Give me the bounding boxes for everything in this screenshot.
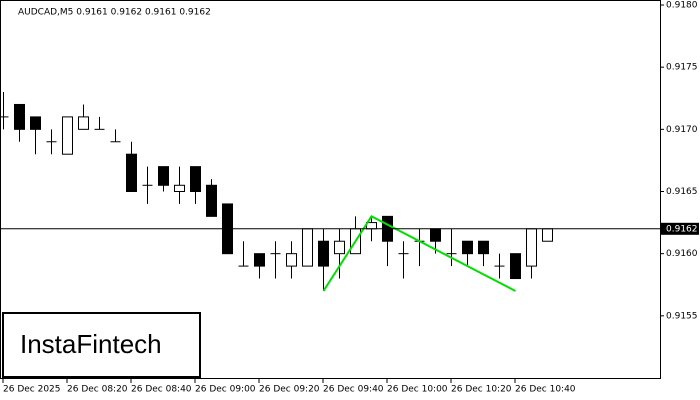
last-price-label: 0.9162 <box>666 224 698 234</box>
x-tick-label: 26 Dec 08:20 <box>67 385 128 395</box>
y-tick-label: 0.9180 <box>666 1 698 11</box>
candle-body <box>206 184 217 217</box>
candle-body <box>302 228 313 267</box>
x-tick-label: 26 Dec 08:40 <box>131 385 192 395</box>
x-tick-label: 26 Dec 09:00 <box>195 385 256 395</box>
x-tick-label: 26 Dec 09:40 <box>323 385 384 395</box>
y-tick-label: 0.9170 <box>666 125 698 135</box>
x-tick-label: 26 Dec 10:00 <box>387 385 448 395</box>
candle-body <box>14 103 25 130</box>
candle-body <box>430 228 441 242</box>
candle-body <box>190 166 201 192</box>
candle-body <box>478 240 489 255</box>
candle-body <box>126 153 137 192</box>
pattern-line <box>322 215 516 292</box>
logo-box <box>2 312 201 378</box>
chart-title: AUDCAD,M5 0.9161 0.9162 0.9161 0.9162 <box>18 8 211 18</box>
y-tick-label: 0.9175 <box>666 63 698 73</box>
y-tick-label: 0.9165 <box>666 187 698 197</box>
y-tick-label: 0.9155 <box>666 311 698 321</box>
last-price-box <box>661 222 699 235</box>
y-tick-label: 0.9160 <box>666 249 698 259</box>
candle-body <box>286 253 297 267</box>
candle-body <box>78 116 89 130</box>
candle-body <box>462 240 473 255</box>
candle-body <box>542 228 553 242</box>
watermark: InstaFintech <box>20 329 162 359</box>
x-tick-label: 26 Dec 09:20 <box>259 385 320 395</box>
x-tick-label: 26 Dec 10:40 <box>515 385 576 395</box>
candle-body <box>30 116 41 130</box>
candle-body <box>334 240 345 255</box>
candle-body <box>254 253 265 267</box>
candle-body <box>318 240 329 267</box>
candle-body <box>526 228 537 267</box>
candle-body <box>174 184 185 193</box>
candle-body <box>158 166 169 186</box>
x-tick-label: 26 Dec 2025 <box>3 385 61 395</box>
candle-body <box>510 253 521 280</box>
candle-body <box>62 116 73 155</box>
x-tick-label: 26 Dec 10:20 <box>451 385 512 395</box>
